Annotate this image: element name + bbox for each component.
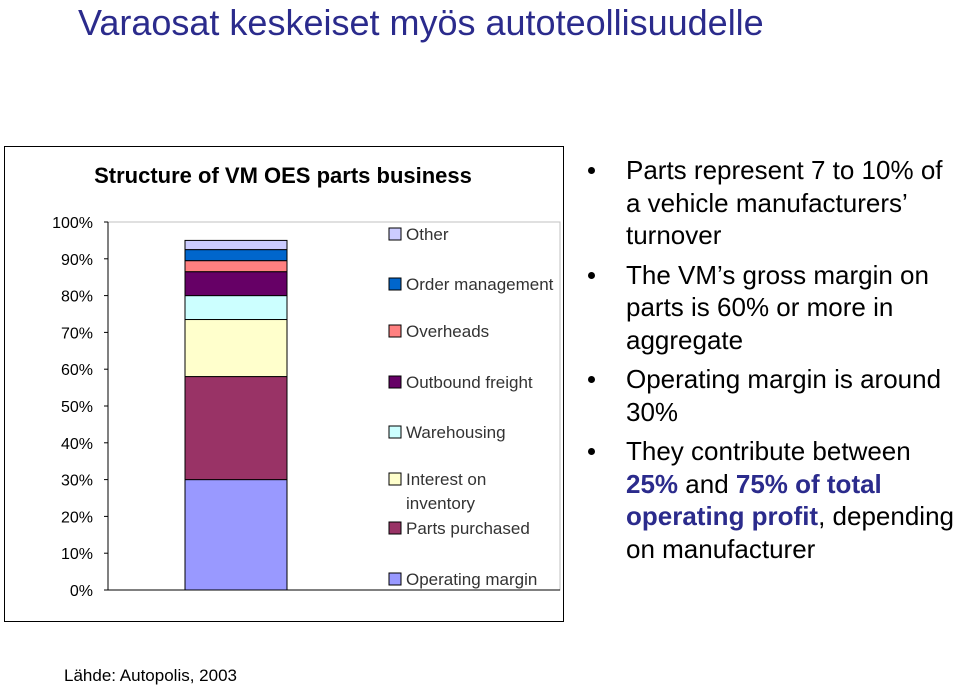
- bullet-text: They contribute between: [626, 436, 911, 466]
- bullet-dot-icon: [588, 376, 595, 383]
- bar-segment: [184, 295, 288, 321]
- bullet-highlight: 25%: [626, 468, 679, 499]
- chart-title: Structure of VM OES parts business: [94, 163, 472, 188]
- legend-swatch: [388, 277, 402, 291]
- bullet-dot-icon: [588, 167, 595, 174]
- legend-swatch: [388, 521, 402, 535]
- source-note: Lähde: Autopolis, 2003: [64, 666, 237, 685]
- legend-swatch: [388, 324, 402, 338]
- y-tick-label: 50%: [61, 399, 93, 416]
- plot-area: [107, 221, 561, 591]
- bullet-text: Parts represent 7 to 10% of a vehicle ma…: [626, 155, 943, 250]
- legend-label: Outbound freight: [406, 373, 533, 392]
- legend-swatch: [388, 572, 402, 586]
- legend-label: Overheads: [406, 322, 489, 341]
- legend-label: Parts purchased: [406, 519, 530, 538]
- legend-label: Operating margin: [406, 570, 537, 589]
- chart-frame: Structure of VM OES parts business 0% 10%…: [4, 146, 564, 622]
- y-tick-label: 100%: [52, 215, 93, 232]
- bar-segment: [184, 249, 288, 262]
- bar-segment: [184, 376, 288, 481]
- bullet-text: and: [678, 468, 736, 499]
- bullet-text: The VM’s gross margin on parts is 60% or…: [626, 259, 929, 355]
- bar-segment: [184, 239, 288, 251]
- bullet-item: They contribute between 25% and 75% of t…: [588, 435, 960, 565]
- legend-label: Order management: [406, 275, 554, 294]
- legend-label: Warehousing: [406, 423, 506, 442]
- stacked-bar-chart: 0% 10% 20% 30% 40% 50% 60% 70% 80% 90% 100% Other Or…: [52, 215, 561, 600]
- bar-segment: [184, 271, 288, 297]
- bullet-text: , depending on manufacturer: [626, 501, 954, 564]
- bullet-item: The VM’s gross margin on parts is 60% or…: [588, 259, 960, 357]
- y-tick-label: 10%: [61, 546, 93, 563]
- legend-swatch: [388, 227, 402, 241]
- legend-label: Interest on inventory: [406, 470, 486, 513]
- y-tick-label: 0%: [70, 583, 93, 600]
- bar-segment: [184, 260, 288, 273]
- y-tick-label: 30%: [61, 473, 93, 490]
- legend-swatch: [388, 425, 402, 439]
- bullet-text: Operating margin is around 30%: [626, 364, 942, 427]
- legend-label: Other: [406, 225, 449, 244]
- legend-swatch: [388, 375, 402, 389]
- bar-segment: [184, 319, 288, 378]
- bullet-dot-icon: [588, 448, 595, 455]
- y-tick-label: 20%: [61, 509, 93, 526]
- bullet-item: Operating margin is around 30%: [588, 363, 960, 428]
- y-tick-label: 40%: [61, 436, 93, 453]
- y-tick-label: 80%: [61, 289, 93, 306]
- bullet-item: Parts represent 7 to 10% of a vehicle ma…: [588, 154, 960, 252]
- bullet-dot-icon: [588, 271, 595, 279]
- bullet-list: Parts represent 7 to 10% of a vehicle ma…: [588, 154, 960, 572]
- legend-swatch: [388, 472, 402, 486]
- y-tick-label: 90%: [61, 252, 93, 269]
- y-tick-label: 70%: [61, 325, 93, 342]
- bar-segment: [184, 479, 288, 591]
- slide-title: Varaosat keskeiset myös autoteollisuudel…: [78, 2, 764, 43]
- bullet-highlight: 75% of total operating profit: [626, 468, 882, 532]
- y-tick-label: 60%: [61, 362, 93, 379]
